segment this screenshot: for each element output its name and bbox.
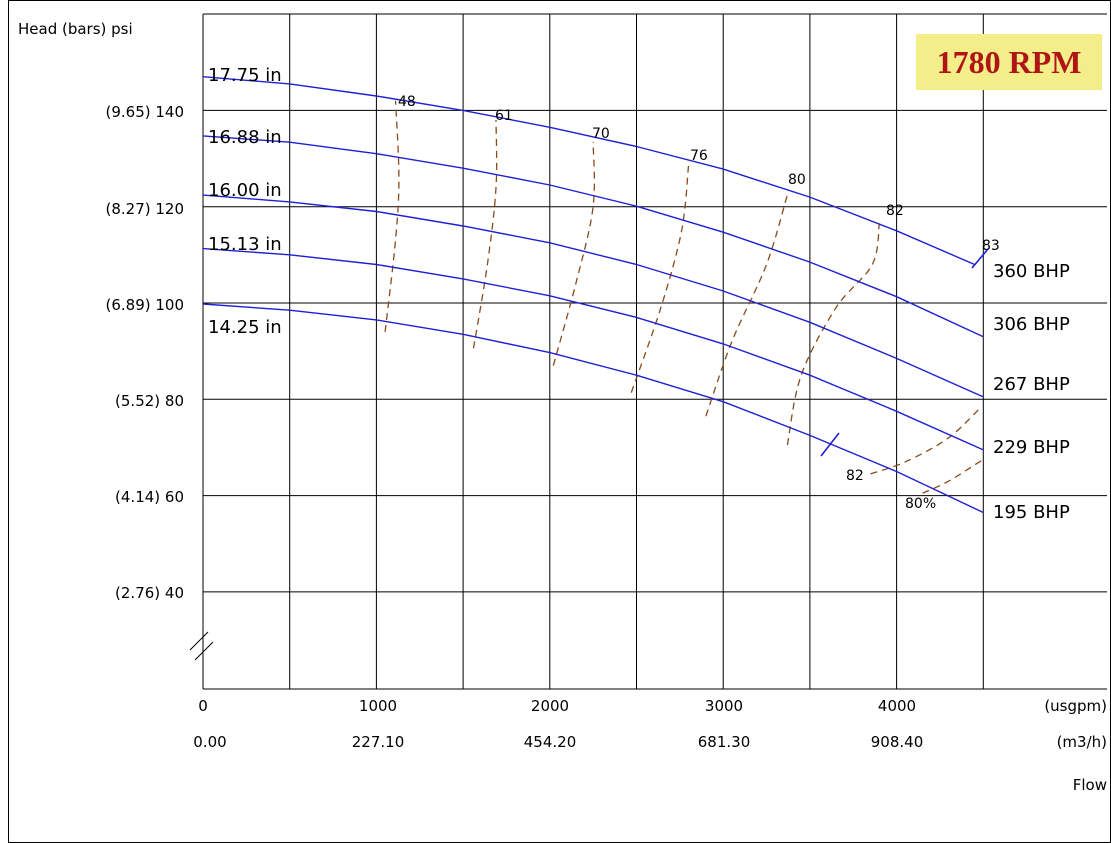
- bhp-label: 360 BHP: [993, 261, 1070, 282]
- rpm-badge: [916, 34, 1102, 90]
- x-tick-label-m3h: 454.20: [524, 733, 577, 751]
- efficiency-line-1: [384, 100, 400, 332]
- bhp-label: 306 BHP: [993, 314, 1070, 335]
- y-tick-label: (9.65) 140: [105, 103, 184, 121]
- y-tick-label: (4.14) 60: [115, 488, 184, 506]
- series-label: 17.75 in: [208, 65, 282, 86]
- bhp-label: 229 BHP: [993, 437, 1070, 458]
- head-curves: [202, 76, 984, 514]
- x-tick-label-usgpm: 1000: [359, 697, 397, 715]
- head-curve-2: [202, 135, 984, 338]
- x-axis-label: Flow: [1073, 776, 1107, 794]
- y-tick-label: (6.89) 100: [105, 296, 184, 314]
- axis-break-mark: [189, 631, 214, 661]
- efficiency-lines: [384, 100, 983, 494]
- x-tick-label-m3h: 227.10: [352, 733, 405, 751]
- series-label: 15.13 in: [208, 234, 282, 255]
- efficiency-line-7: [870, 406, 983, 475]
- efficiency-label: 82: [846, 468, 864, 484]
- bhp-label: 267 BHP: [993, 374, 1070, 395]
- efficiency-label: 80%: [905, 496, 936, 512]
- x-tick-label-usgpm: 2000: [531, 697, 569, 715]
- x-tick-label-usgpm: 0: [198, 697, 208, 715]
- x-tick-label-usgpm: 3000: [705, 697, 743, 715]
- efficiency-line-6: [786, 223, 880, 446]
- series-label: 16.88 in: [208, 127, 282, 148]
- y-tick-label: (8.27) 120: [105, 200, 184, 218]
- x-tick-label-m3h: 0.00: [193, 733, 226, 751]
- head-curve-1: [202, 76, 975, 266]
- efficiency-label: 61: [495, 108, 513, 124]
- grid: [202, 13, 1107, 690]
- y-tick-label: (2.76) 40: [115, 584, 184, 602]
- x-unit-secondary: (m3/h): [1057, 733, 1107, 751]
- x-tick-label-m3h: 908.40: [871, 733, 924, 751]
- chart-title: 1780 RPM: [937, 44, 1082, 80]
- efficiency-line-3: [552, 141, 596, 366]
- series-label: 14.25 in: [208, 317, 282, 338]
- head-curve-3: [202, 194, 984, 398]
- curve-end-mark: [971, 248, 989, 269]
- efficiency-label: 82: [886, 203, 904, 219]
- head-curve-5: [202, 303, 984, 514]
- efficiency-line-2: [472, 119, 498, 349]
- head-curve-4: [202, 247, 984, 451]
- curve-end-mark: [820, 432, 840, 457]
- y-axis-label: Head (bars) psi: [18, 20, 133, 38]
- y-tick-label: (5.52) 80: [115, 392, 184, 410]
- efficiency-label: 70: [592, 126, 610, 142]
- efficiency-label: 83: [982, 238, 1000, 254]
- efficiency-line-4: [630, 165, 690, 393]
- x-unit-primary: (usgpm): [1044, 697, 1107, 715]
- efficiency-label: 48: [398, 94, 416, 110]
- efficiency-line-8: [922, 459, 982, 494]
- x-tick-label-usgpm: 4000: [878, 697, 916, 715]
- chart-frame: [8, 0, 1111, 843]
- efficiency-line-5: [705, 194, 789, 417]
- efficiency-label: 80: [788, 172, 806, 188]
- efficiency-label: 76: [690, 148, 708, 164]
- x-tick-label-m3h: 681.30: [698, 733, 751, 751]
- series-label: 16.00 in: [208, 180, 282, 201]
- bhp-label: 195 BHP: [993, 502, 1070, 523]
